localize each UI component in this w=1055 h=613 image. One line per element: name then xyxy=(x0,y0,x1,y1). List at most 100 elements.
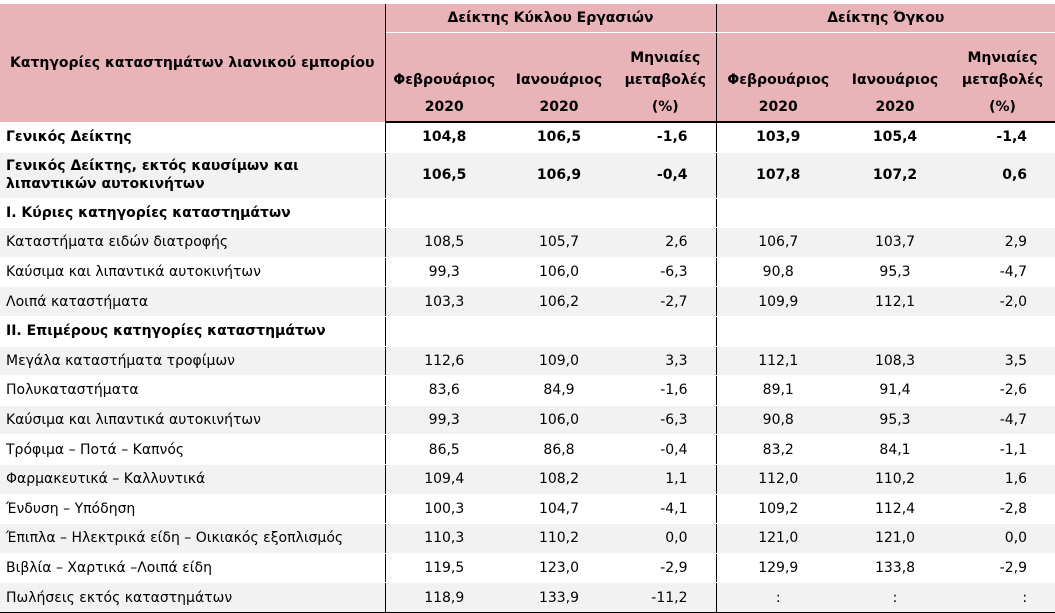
turnover-change-cell: -1,6 xyxy=(615,122,717,153)
turnover-jan-cell: 106,2 xyxy=(503,286,615,317)
volume-jan-cell: 108,3 xyxy=(840,346,951,377)
turnover-jan-cell: 108,2 xyxy=(503,464,615,495)
volume-jan-year: 2020 xyxy=(840,93,951,123)
turnover-feb-cell: 112,6 xyxy=(385,346,503,377)
turnover-feb-cell: 86,5 xyxy=(385,434,503,465)
turnover-feb-cell: 83,6 xyxy=(385,375,503,406)
turnover-feb-cell: 104,8 xyxy=(385,122,503,153)
volume-index-header: Δείκτης Όγκου xyxy=(716,4,1055,33)
volume-change-cell: : xyxy=(950,582,1055,613)
turnover-change-cell: -11,2 xyxy=(615,582,717,613)
volume-feb-cell: 129,9 xyxy=(716,553,841,584)
row-category: Μεγάλα καταστήματα τροφίμων xyxy=(0,346,386,377)
turnover-feb-cell: 118,9 xyxy=(385,582,503,613)
table-row: Πολυκαταστήματα 83,6 84,9 -1,6 89,1 91,4 -2,6 xyxy=(0,375,1055,406)
table-row: II. Επιμέρους κατηγορίες καταστημάτων xyxy=(0,316,1055,347)
table-row: Τρόφιμα – Ποτά – Καπνός 86,5 86,8 -0,4 83,2 8… xyxy=(0,434,1055,465)
volume-jan-cell: 107,2 xyxy=(840,152,951,199)
row-category: II. Επιμέρους κατηγορίες καταστημάτων xyxy=(0,316,386,347)
turnover-jan-cell: 106,0 xyxy=(503,257,615,288)
turnover-jan-cell: 109,0 xyxy=(503,346,615,377)
row-category: I. Κύριες κατηγορίες καταστημάτων xyxy=(0,198,386,229)
table-row: Γενικός Δείκτης 104,8 106,5 -1,6 103,9 105,4-… xyxy=(0,122,1055,153)
volume-change-cell: -4,7 xyxy=(950,405,1055,436)
volume-feb-cell xyxy=(716,198,841,229)
volume-change-cell: -1,4 xyxy=(950,122,1055,153)
turnover-change-cell: -2,7 xyxy=(615,286,717,317)
turnover-feb-cell: 106,5 xyxy=(385,152,503,199)
volume-feb-cell xyxy=(716,316,841,347)
row-category: Έπιπλα – Ηλεκτρικά είδη – Οικιακός εξοπλ… xyxy=(0,523,386,554)
table-row: Γενικός Δείκτης, εκτός καυσίμων και λιπα… xyxy=(0,152,1055,199)
turnover-feb-cell xyxy=(385,316,503,347)
table-row: Ένδυση – Υπόδηση 100,3 104,7 -4,1 109,2 112,4… xyxy=(0,494,1055,525)
table-body: Γενικός Δείκτης 104,8 106,5 -1,6 103,9 105,4-… xyxy=(0,122,1055,613)
volume-feb-cell: 103,9 xyxy=(716,122,841,153)
row-category: Καύσιμα και λιπαντικά αυτοκινήτων xyxy=(0,405,386,436)
volume-jan-cell: 91,4 xyxy=(840,375,951,406)
volume-feb-cell: 109,9 xyxy=(716,286,841,317)
turnover-change-cell: 3,3 xyxy=(615,346,717,377)
volume-feb-year: 2020 xyxy=(716,93,841,123)
turnover-jan-cell: 133,9 xyxy=(503,582,615,613)
table-row: Καταστήματα ειδών διατροφής 108,5 105,7 2,6… xyxy=(0,227,1055,258)
turnover-change-cell: -2,9 xyxy=(615,553,717,584)
turnover-feb-cell: 109,4 xyxy=(385,464,503,495)
volume-change-cell: -4,7 xyxy=(950,257,1055,288)
turnover-change-cell xyxy=(615,198,717,229)
volume-change-cell: 1,6 xyxy=(950,464,1055,495)
table-row: Φαρμακευτικά – Καλλυντικά 109,4 108,2 1,1 11… xyxy=(0,464,1055,495)
volume-change-cell: 0,6 xyxy=(950,152,1055,199)
table-row: I. Κύριες κατηγορίες καταστημάτων xyxy=(0,198,1055,229)
change-label-line1: Μηνιαίες xyxy=(630,50,701,66)
volume-jan-cell: 110,2 xyxy=(840,464,951,495)
volume-feb-cell: 89,1 xyxy=(716,375,841,406)
turnover-change-cell: -6,3 xyxy=(615,257,717,288)
turnover-feb-cell xyxy=(385,198,503,229)
row-category: Γενικός Δείκτης, εκτός καυσίμων και λιπα… xyxy=(0,152,386,199)
volume-feb-cell: 121,0 xyxy=(716,523,841,554)
volume-feb-cell: 112,1 xyxy=(716,346,841,377)
row-category: Βιβλία – Χαρτικά –Λοιπά είδη xyxy=(0,553,386,584)
row-category: Φαρμακευτικά – Καλλυντικά xyxy=(0,464,386,495)
turnover-jan-cell: 106,5 xyxy=(503,122,615,153)
turnover-jan-cell: 106,0 xyxy=(503,405,615,436)
turnover-jan-cell: 104,7 xyxy=(503,494,615,525)
turnover-jan-cell: 86,8 xyxy=(503,434,615,465)
turnover-jan-cell xyxy=(503,198,615,229)
row-category: Ένδυση – Υπόδηση xyxy=(0,494,386,525)
turnover-feb-year: 2020 xyxy=(385,93,503,123)
volume-jan-cell: 112,1 xyxy=(840,286,951,317)
volume-feb-cell: : xyxy=(716,582,841,613)
turnover-feb-header: Φεβρουάριος xyxy=(385,32,503,93)
volume-jan-cell: 105,4 xyxy=(840,122,951,153)
volume-jan-cell xyxy=(840,316,951,347)
turnover-feb-cell: 108,5 xyxy=(385,227,503,258)
row-category: Τρόφιμα – Ποτά – Καπνός xyxy=(0,434,386,465)
volume-feb-cell: 112,0 xyxy=(716,464,841,495)
volume-jan-header: Ιανουάριος xyxy=(840,32,951,93)
turnover-feb-cell: 103,3 xyxy=(385,286,503,317)
turnover-feb-cell: 119,5 xyxy=(385,553,503,584)
volume-jan-cell: 95,3 xyxy=(840,257,951,288)
volume-change-cell: 0,0 xyxy=(950,523,1055,554)
turnover-change-cell: -0,4 xyxy=(615,434,717,465)
volume-jan-cell: 84,1 xyxy=(840,434,951,465)
turnover-jan-year: 2020 xyxy=(503,93,615,123)
table-row: Μεγάλα καταστήματα τροφίμων 112,6 109,0 3,3… xyxy=(0,346,1055,377)
turnover-change-unit: (%) xyxy=(615,93,717,123)
turnover-change-cell: 0,0 xyxy=(615,523,717,554)
turnover-change-cell xyxy=(615,316,717,347)
turnover-feb-cell: 99,3 xyxy=(385,405,503,436)
volume-feb-cell: 109,2 xyxy=(716,494,841,525)
table-row: Λοιπά καταστήματα 103,3 106,2 -2,7 109,9 112,… xyxy=(0,286,1055,317)
volume-change-cell: 2,9 xyxy=(950,227,1055,258)
table-row: Βιβλία – Χαρτικά –Λοιπά είδη 119,5 123,0 -2… xyxy=(0,553,1055,584)
volume-change-unit: (%) xyxy=(950,93,1055,123)
turnover-change-cell: -6,3 xyxy=(615,405,717,436)
turnover-jan-cell: 110,2 xyxy=(503,523,615,554)
volume-feb-header: Φεβρουάριος xyxy=(716,32,841,93)
volume-jan-cell xyxy=(840,198,951,229)
volume-jan-cell: 112,4 xyxy=(840,494,951,525)
turnover-change-cell: -1,6 xyxy=(615,375,717,406)
